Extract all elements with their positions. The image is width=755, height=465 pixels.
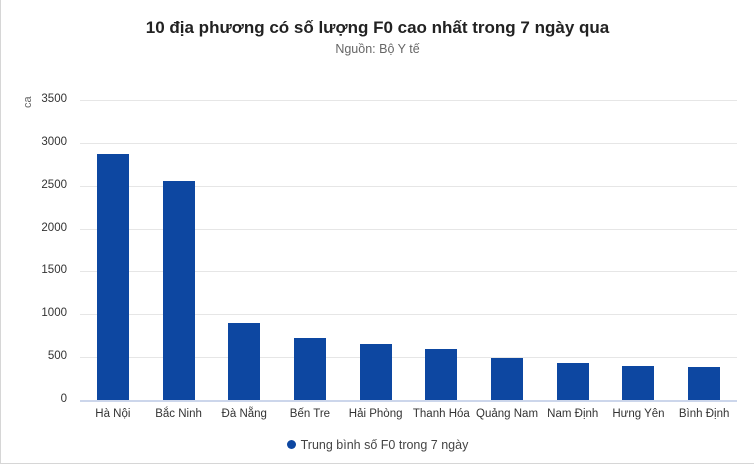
gridline <box>80 314 737 316</box>
x-tick-label: Thanh Hóa <box>412 408 470 420</box>
legend[interactable]: Trung bình số F0 trong 7 ngày <box>0 438 755 452</box>
x-tick-label: Nam Định <box>547 408 599 420</box>
x-tick-label: Bình Định <box>678 408 730 420</box>
chart-subtitle: Nguồn: Bộ Y tế <box>335 42 420 56</box>
y-tick-label: 2000 <box>41 221 67 234</box>
gridline <box>80 142 737 144</box>
y-tick-label: 3000 <box>41 135 67 148</box>
x-tick-label: Quảng Nam <box>476 408 539 420</box>
bar[interactable] <box>359 343 392 400</box>
gridline <box>80 100 737 101</box>
x-tick-label: Hà Nội <box>95 408 131 420</box>
bar[interactable] <box>622 365 655 400</box>
bar[interactable] <box>556 363 589 400</box>
y-tick-label: 0 <box>60 393 67 405</box>
bar[interactable] <box>688 366 721 400</box>
gridline <box>80 228 737 230</box>
y-tick-label: 2500 <box>41 178 67 191</box>
chart-title: 10 địa phương có số lượng F0 cao nhất tr… <box>145 18 610 37</box>
y-tick-label: 500 <box>47 350 67 363</box>
x-tick-label: Hưng Yên <box>612 408 665 420</box>
bar[interactable] <box>425 348 458 400</box>
x-tick-label: Bến Tre <box>289 408 331 420</box>
gridline <box>80 271 737 273</box>
gridline <box>80 357 737 359</box>
x-axis-line <box>80 400 737 402</box>
bar[interactable] <box>491 358 524 400</box>
legend-marker-icon <box>286 440 296 449</box>
bar[interactable] <box>293 337 326 400</box>
x-tick-label: Bắc Ninh <box>155 408 202 420</box>
legend-label: Trung bình số F0 trong 7 ngày <box>300 438 469 452</box>
bar[interactable] <box>162 181 195 400</box>
gridline <box>80 185 737 187</box>
y-tick-label: 1000 <box>41 307 67 320</box>
x-tick-label: Đà Nẵng <box>221 408 267 420</box>
y-tick-label: 3500 <box>41 93 67 105</box>
bar[interactable] <box>228 322 261 400</box>
x-tick-label: Hải Phòng <box>348 408 403 420</box>
y-tick-label: 1500 <box>41 264 67 277</box>
bar[interactable] <box>96 154 129 400</box>
